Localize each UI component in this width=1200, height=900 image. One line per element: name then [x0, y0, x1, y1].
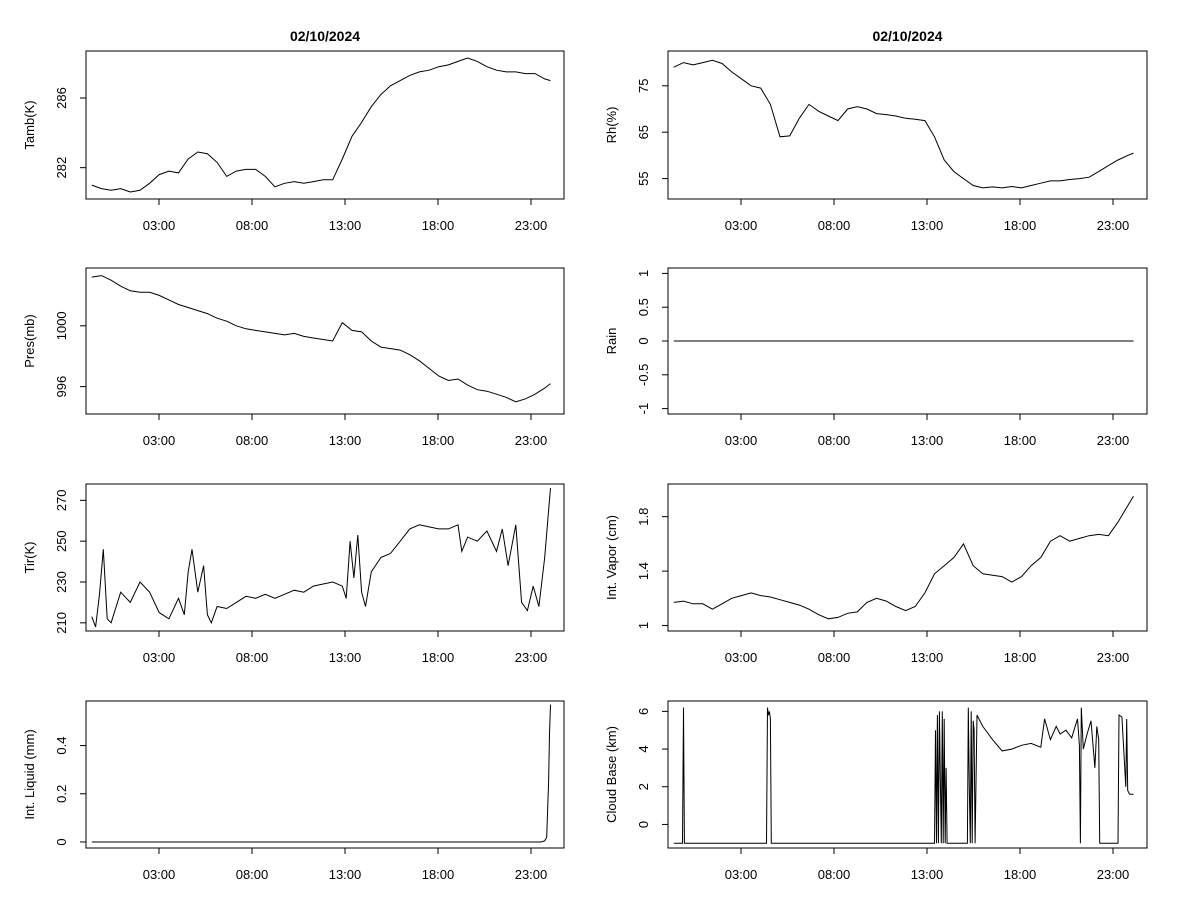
y-axis-label: Int. Vapor (cm)	[604, 515, 619, 600]
y-tick-label: 6	[636, 708, 651, 715]
y-tick-label: 0.5	[636, 298, 651, 316]
y-axis-label: Pres(mb)	[22, 314, 37, 367]
y-tick-label: 75	[636, 79, 651, 93]
chart-panel-1: 02/10/2024 03:00 08:00 13:00 18:00 23:00 282 28…	[22, 28, 565, 233]
y-tick-label: 1	[636, 270, 651, 277]
x-tick-label: 18:00	[1004, 218, 1037, 233]
x-tick-label: 18:00	[422, 650, 455, 665]
plot-frame	[667, 50, 1148, 200]
plot-frame	[85, 483, 565, 632]
y-tick-label: 65	[636, 125, 651, 139]
chart-title: 02/10/2024	[872, 28, 942, 44]
x-tick-label: 08:00	[818, 433, 851, 448]
x-tick-label: 08:00	[818, 218, 851, 233]
series-line	[91, 488, 551, 628]
y-axis-label: Rain	[604, 328, 619, 355]
y-tick-label: 0	[636, 337, 651, 344]
y-tick-label: 270	[54, 489, 69, 511]
series-line	[673, 496, 1134, 620]
x-tick-label: 18:00	[1004, 433, 1037, 448]
plot-frame	[85, 50, 565, 200]
x-tick-label: 08:00	[236, 433, 269, 448]
y-tick-label: 286	[54, 87, 69, 109]
x-tick-label: 23:00	[1097, 433, 1130, 448]
y-tick-label: 0.2	[54, 785, 69, 803]
plot-frame	[85, 267, 565, 415]
x-tick-label: 03:00	[143, 433, 176, 448]
y-tick-label: 0.4	[54, 737, 69, 755]
x-tick-label: 13:00	[911, 867, 944, 882]
x-tick-label: 03:00	[143, 867, 176, 882]
x-tick-label: 13:00	[911, 218, 944, 233]
y-tick-label: 1.4	[636, 562, 651, 580]
y-tick-label: 4	[636, 745, 651, 752]
x-tick-label: 03:00	[725, 433, 758, 448]
plot-frame	[85, 700, 565, 849]
x-tick-label: 23:00	[515, 867, 548, 882]
chart-panel-5: 03:00 08:00 13:00 18:00 23:00 210 230 250 270 Tir…	[22, 483, 565, 665]
chart-panel-3: 03:00 08:00 13:00 18:00 23:00 996 1000 Pres(mb)	[22, 267, 565, 448]
x-tick-label: 23:00	[1097, 867, 1130, 882]
x-tick-label: 13:00	[329, 650, 362, 665]
x-tick-label: 23:00	[515, 433, 548, 448]
x-tick-label: 23:00	[1097, 650, 1130, 665]
x-tick-label: 13:00	[911, 433, 944, 448]
x-tick-label: 08:00	[818, 650, 851, 665]
x-tick-label: 23:00	[515, 650, 548, 665]
x-tick-label: 13:00	[911, 650, 944, 665]
y-axis-label: Tamb(K)	[22, 100, 37, 149]
plot-frame	[667, 700, 1148, 849]
chart-panel-6: 03:00 08:00 13:00 18:00 23:00 1 1.4 1.8 Int. Vap…	[604, 483, 1148, 665]
y-tick-label: 0	[54, 838, 69, 845]
y-tick-label: -1	[636, 403, 651, 415]
x-tick-label: 18:00	[422, 433, 455, 448]
chart-panel-2: 02/10/2024 03:00 08:00 13:00 18:00 23:00 55 65 7…	[604, 28, 1148, 233]
x-tick-label: 08:00	[236, 867, 269, 882]
chart-panel-8: 03:00 08:00 13:00 18:00 23:00 0 2 4 6 Cloud Base …	[604, 700, 1148, 882]
x-tick-label: 13:00	[329, 218, 362, 233]
x-tick-label: 13:00	[329, 433, 362, 448]
series-line	[91, 704, 551, 843]
y-tick-label: 1000	[54, 311, 69, 340]
x-tick-label: 03:00	[725, 218, 758, 233]
y-tick-label: 250	[54, 530, 69, 552]
x-tick-label: 03:00	[143, 218, 176, 233]
x-tick-label: 08:00	[818, 867, 851, 882]
y-tick-label: 282	[54, 157, 69, 179]
plot-frame	[667, 483, 1148, 632]
series-line	[91, 57, 551, 193]
x-tick-label: 03:00	[143, 650, 176, 665]
y-tick-label: 2	[636, 783, 651, 790]
series-line	[673, 707, 1134, 844]
x-tick-label: 13:00	[329, 867, 362, 882]
x-tick-label: 23:00	[515, 218, 548, 233]
x-tick-label: 18:00	[422, 218, 455, 233]
chart-panel-7: 03:00 08:00 13:00 18:00 23:00 0 0.2 0.4 Int. Liq…	[22, 700, 565, 882]
x-tick-label: 03:00	[725, 650, 758, 665]
y-axis-label: Tir(K)	[22, 541, 37, 573]
x-tick-label: 08:00	[236, 218, 269, 233]
x-tick-label: 18:00	[1004, 650, 1037, 665]
chart-panel-4: 03:00 08:00 13:00 18:00 23:00 -1 -0.5 0 0.5 1 Rain	[604, 267, 1148, 448]
x-tick-label: 03:00	[725, 867, 758, 882]
x-tick-label: 23:00	[1097, 218, 1130, 233]
y-tick-label: 0	[636, 821, 651, 828]
chart-title: 02/10/2024	[290, 28, 360, 44]
y-tick-label: 1	[636, 622, 651, 629]
y-tick-label: 210	[54, 612, 69, 634]
y-axis-label: Cloud Base (km)	[604, 726, 619, 823]
y-tick-label: -0.5	[636, 364, 651, 386]
x-tick-label: 08:00	[236, 650, 269, 665]
y-axis-label: Rh(%)	[604, 107, 619, 144]
x-tick-label: 18:00	[1004, 867, 1037, 882]
y-tick-label: 230	[54, 571, 69, 593]
x-tick-label: 18:00	[422, 867, 455, 882]
y-axis-label: Int. Liquid (mm)	[22, 729, 37, 819]
series-line	[91, 275, 551, 403]
y-tick-label: 1.8	[636, 508, 651, 526]
y-tick-label: 996	[54, 376, 69, 398]
series-line	[673, 59, 1134, 189]
y-tick-label: 55	[636, 171, 651, 185]
